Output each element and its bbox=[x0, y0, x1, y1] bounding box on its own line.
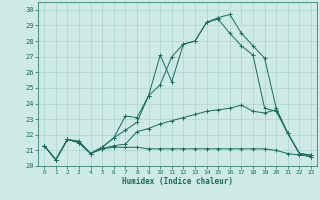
X-axis label: Humidex (Indice chaleur): Humidex (Indice chaleur) bbox=[122, 177, 233, 186]
